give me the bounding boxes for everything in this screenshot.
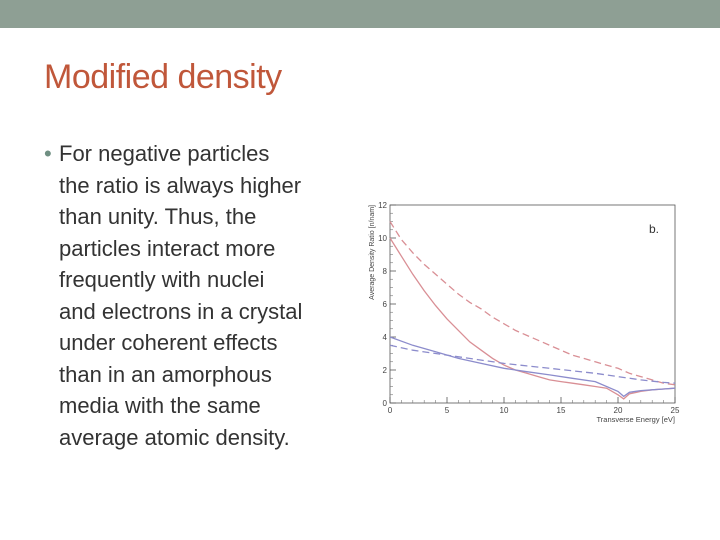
y-tick-label: 10	[378, 234, 387, 243]
x-tick-label: 10	[500, 406, 509, 415]
panel-label: b.	[649, 222, 659, 236]
y-tick-label: 4	[383, 333, 388, 342]
chart-svg: 0 5 10 15 20 25 0 2 4 6 8 10 12 b. Transverse Energy […	[369, 201, 680, 424]
bullet-line: frequently with nuclei	[59, 267, 265, 292]
x-axis-label: Transverse Energy [eV]	[596, 415, 675, 424]
slide-title: Modified density	[44, 58, 282, 96]
bullet-line: and electrons in a crystal	[59, 298, 303, 324]
bullet-line: the ratio is always higher	[59, 172, 302, 198]
y-tick-label: 0	[383, 399, 388, 408]
bullet-item: • For negative particles the ratio is alw…	[44, 138, 364, 453]
bullet-line: particles interact more	[59, 235, 276, 261]
series-line-1	[389, 221, 676, 386]
y-axis-label: Average Density Ratio [n/nam]	[369, 205, 376, 300]
bullet-text: For negative particles the ratio is alway…	[59, 138, 364, 453]
y-tick-label: 2	[383, 366, 388, 375]
density-ratio-chart: 0 5 10 15 20 25 0 2 4 6 8 10 12 b. Transverse Energy […	[360, 195, 685, 425]
y-tick-label: 12	[378, 201, 387, 210]
top-accent-bar	[0, 0, 720, 28]
bullet-line: than unity. Thus, the	[59, 204, 257, 229]
bullet-line: under coherent effects	[59, 330, 278, 355]
series-line-2	[389, 237, 676, 400]
y-tick-label: 6	[383, 300, 388, 309]
x-tick-label: 0	[388, 406, 393, 415]
y-tick-label: 8	[383, 267, 388, 276]
plot-frame	[389, 204, 676, 404]
bullet-glyph: •	[44, 141, 52, 166]
x-tick-label: 5	[445, 406, 450, 415]
series-line-4	[389, 344, 676, 384]
x-tick-label: 15	[557, 406, 566, 415]
bullet-line: media with the same	[59, 393, 261, 418]
x-tick-label: 20	[614, 406, 623, 415]
x-tick-label: 25	[671, 406, 680, 415]
bullet-line: For negative particles	[59, 141, 270, 166]
bullet-line: average atomic density.	[59, 424, 290, 450]
bullet-line: than in an amorphous	[59, 361, 272, 387]
